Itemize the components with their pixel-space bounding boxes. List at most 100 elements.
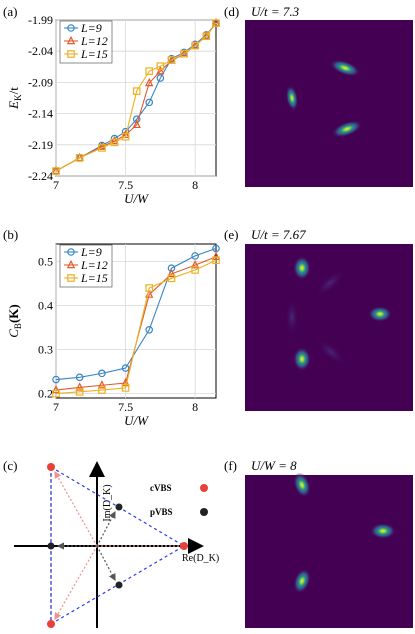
x-tick-label: 7.5 [118, 178, 133, 192]
data-point-L=9 [145, 98, 154, 107]
y-tick-label: -1.99 [28, 13, 53, 27]
data-point-L=12 [97, 141, 107, 150]
heatmap-title-f: U/W = 8 [251, 458, 297, 473]
heatmap-f-peak [293, 472, 311, 498]
legend-marker [66, 35, 76, 45]
heatmap-e-peak [293, 256, 311, 280]
data-point-L=9 [52, 375, 60, 384]
heatmap-e-ghost [316, 339, 346, 365]
heatmap-d [245, 20, 413, 187]
legend-label: L=12 [80, 34, 108, 48]
x-tick-label: 8 [192, 178, 198, 192]
heatmap-f [245, 472, 413, 628]
cvbs-arrow-down [54, 545, 98, 621]
heatmap-e-background [245, 244, 413, 411]
legend-marker [67, 248, 75, 256]
y-tick-label: 0.5 [38, 255, 53, 269]
x-tick-label: 7.5 [118, 400, 133, 414]
heatmap-d-peak [331, 120, 363, 138]
data-point-L=12 [167, 268, 176, 278]
panel-label-a: (a) [3, 4, 17, 19]
series-line-L=15 [55, 22, 217, 172]
y-tick-label: -2.24 [28, 169, 53, 183]
x-axis-label: U/W [124, 191, 149, 206]
data-point-L=15 [75, 154, 84, 162]
heatmap-d-peak [285, 85, 299, 111]
data-point-L=9 [145, 325, 154, 334]
chart-b-ylabel: CB(K) [6, 304, 23, 337]
heatmap-e-peak [293, 347, 311, 371]
cvbs-arrow-up [54, 470, 98, 547]
data-point-L=15 [132, 87, 141, 95]
panel-label-d: (d) [224, 4, 239, 19]
data-point-L=9 [121, 364, 130, 372]
y-tick-label: -2.14 [28, 107, 53, 121]
heatmap-f-peak [370, 523, 396, 539]
data-point-L=15 [156, 62, 165, 70]
data-point-L=15 [191, 41, 199, 50]
y-tick-label: 0.2 [38, 387, 53, 401]
pvbs-point [47, 542, 55, 550]
data-point-L=15 [52, 389, 60, 398]
data-point-L=9 [191, 252, 199, 260]
data-point-L=15 [167, 274, 176, 283]
heatmap-e [245, 244, 413, 411]
data-point-L=12 [121, 129, 130, 139]
data-point-L=12 [190, 40, 200, 49]
data-point-L=15 [110, 138, 119, 147]
legend-label: L=15 [80, 47, 108, 61]
heatmap-title-e: U/t = 7.67 [251, 227, 306, 242]
data-point-L=9 [212, 244, 220, 253]
data-point-L=15 [180, 49, 188, 58]
data-point-L=15 [52, 167, 60, 175]
x-tick-label: 8 [192, 400, 198, 414]
schematic-legend-cvbs-marker [200, 484, 208, 492]
panel-label-b: (b) [3, 227, 18, 242]
panel-label-c: (c) [3, 458, 17, 473]
heatmap-d-peak [329, 59, 361, 77]
legend-label: L=9 [80, 21, 102, 35]
data-point-L=15 [98, 144, 106, 152]
cvbs-point [180, 542, 188, 550]
data-point-L=12 [211, 251, 221, 260]
data-point-L=15 [98, 386, 106, 394]
schematic-legend-cvbs: cVBS [150, 483, 172, 493]
data-point-L=12 [211, 17, 221, 27]
pvbs-point [115, 581, 123, 589]
panel-label-e: (e) [224, 227, 238, 242]
heatmap-e-ghost [315, 270, 345, 296]
pvbs-arrow-down [96, 545, 116, 582]
x-tick-label: 7 [53, 400, 59, 414]
legend-marker [67, 24, 75, 32]
heatmap-f-peak [293, 568, 311, 594]
series-line-L=9 [55, 22, 217, 172]
x-axis-label: U/W [124, 413, 149, 428]
legend-label: L=9 [80, 245, 102, 259]
heatmap-title-d: U/t = 7.3 [251, 4, 300, 19]
data-point-L=12 [97, 380, 107, 389]
pvbs-arrow-up [96, 510, 116, 547]
y-tick-label: -2.09 [28, 75, 53, 89]
schematic-legend-pvbs-marker [200, 508, 208, 516]
data-point-L=12 [110, 135, 119, 145]
data-point-L=15 [121, 384, 130, 392]
panel-label-f: (f) [224, 458, 237, 473]
y-tick-label: -2.19 [28, 138, 53, 152]
schematic-c: Im(D_K) Re(D_K) cVBS pVBS [14, 461, 219, 628]
data-point-L=15 [191, 266, 199, 274]
data-point-L=12 [75, 382, 84, 391]
schematic-x-label: Re(D_K) [182, 553, 219, 564]
y-tick-label: 0.4 [38, 299, 53, 313]
data-point-L=9 [75, 373, 84, 382]
chart-a-ylabel: EK/t [6, 87, 23, 110]
pvbs-point [115, 503, 123, 511]
schematic-y-label: Im(D_K) [102, 484, 113, 521]
data-point-L=12 [190, 259, 200, 269]
y-tick-label: 0.3 [38, 343, 53, 357]
legend-marker [67, 274, 75, 282]
schematic-legend-pvbs: pVBS [150, 507, 173, 517]
chart-a: 7 7.5 8 -2.24 -2.19 -2.14 -2.09 -2.04 -1.99 U/W EK… [6, 13, 221, 206]
data-point-L=15 [121, 132, 130, 141]
legend-marker [67, 50, 75, 58]
